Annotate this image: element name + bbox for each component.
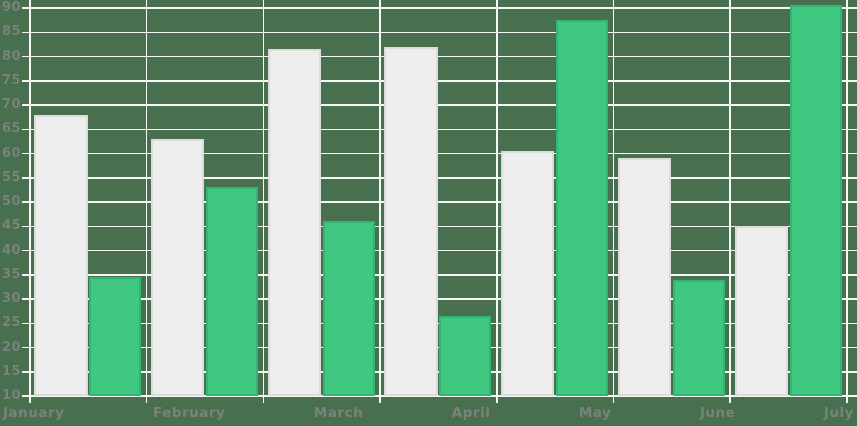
gridline-h <box>22 80 857 82</box>
x-axis-label-january: January <box>3 405 65 421</box>
bar-march-light-gray-series <box>267 49 322 396</box>
gridline-h <box>22 55 857 58</box>
y-axis-tick-label: 70 <box>2 97 22 112</box>
bar-may-light-gray-series <box>501 151 555 396</box>
gridline-v <box>262 0 265 403</box>
gridline-h <box>22 298 857 300</box>
gridline-h <box>22 104 857 106</box>
x-axis-label-march: March <box>313 405 364 421</box>
y-axis-tick-label: 45 <box>2 218 22 234</box>
gridline-h <box>22 177 857 179</box>
gridline-v <box>145 0 148 403</box>
y-axis-tick-label: 20 <box>2 339 22 355</box>
y-axis-tick-label: 15 <box>2 363 22 379</box>
x-axis-label-april: April <box>451 405 491 421</box>
bar-january-green-series <box>89 277 142 396</box>
x-axis-label-february: February <box>153 405 226 421</box>
y-axis-tick-label: 80 <box>2 48 22 64</box>
y-axis-tick-label: 50 <box>2 194 22 209</box>
bar-july-green-series <box>789 4 842 396</box>
gridline-h <box>22 31 857 33</box>
y-axis-tick-label: 85 <box>2 24 22 40</box>
gridline-h <box>22 152 857 155</box>
y-axis-tick-label: 60 <box>2 145 22 161</box>
y-axis-tick-label: 75 <box>2 72 22 88</box>
x-axis-label-july: July <box>823 405 854 421</box>
gridline-h <box>22 249 857 252</box>
bar-february-green-series <box>206 187 258 396</box>
y-axis-tick-label: 30 <box>2 291 22 306</box>
y-axis-tick-label: 65 <box>2 121 22 137</box>
gridline-v <box>379 0 381 403</box>
gridline-v <box>729 0 731 403</box>
bar-april-green-series <box>439 315 492 396</box>
gridline-v <box>846 0 848 403</box>
gridline-h <box>22 274 857 276</box>
y-axis-tick-label: 25 <box>2 315 22 331</box>
y-axis-tick-label: 90 <box>2 0 22 15</box>
bar-july-light-gray-series <box>734 226 788 396</box>
x-axis: January February March April May June July <box>0 402 857 424</box>
y-axis-tick-label: 40 <box>2 242 22 258</box>
gridline-v <box>612 0 615 403</box>
gridline-h <box>22 201 857 203</box>
y-axis-tick-label: 35 <box>2 266 22 282</box>
gridline-h <box>22 7 857 9</box>
gridline-h <box>22 395 857 397</box>
y-axis-tick-label: 55 <box>2 169 22 185</box>
bar-february-light-gray-series <box>151 138 205 396</box>
gridline-h <box>22 225 857 227</box>
gridline-h <box>22 128 857 130</box>
bar-march-green-series <box>322 221 375 396</box>
bar-june-light-gray-series <box>617 158 672 396</box>
bar-january-light-gray-series <box>34 114 88 396</box>
x-axis-label-may: May <box>578 405 612 421</box>
bar-june-green-series <box>672 279 725 396</box>
bar-april-light-gray-series <box>384 46 438 396</box>
bar-may-green-series <box>556 20 609 396</box>
x-axis-label-june: June <box>699 405 736 421</box>
y-axis-tick-label: 10 <box>2 388 22 403</box>
y-axis-line <box>29 0 31 403</box>
gridline-v <box>496 0 498 403</box>
